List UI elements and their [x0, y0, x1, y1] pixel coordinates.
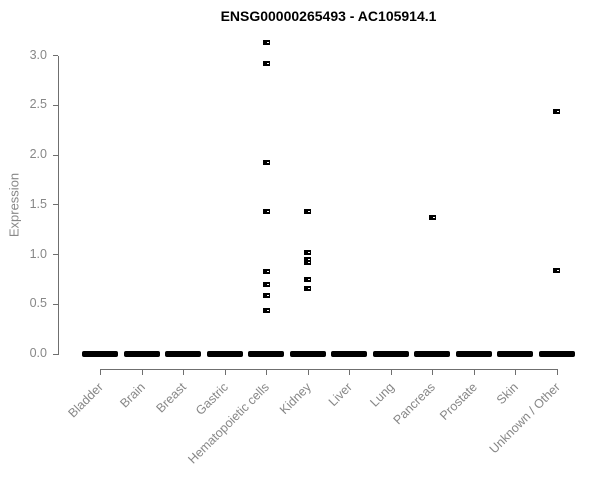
- x-axis-tick: [432, 369, 433, 375]
- x-axis-tick: [100, 369, 101, 375]
- zero-expression-dash: [206, 351, 243, 357]
- x-axis-tick: [473, 369, 475, 375]
- x-axis-tick: [224, 369, 226, 375]
- x-axis-tick: [266, 369, 267, 375]
- data-point: [262, 292, 270, 298]
- data-point: [553, 267, 560, 273]
- chart-title: ENSG00000265493 - AC105914.1: [220, 8, 437, 24]
- x-axis-tick: [515, 369, 516, 375]
- x-axis-tick: [141, 369, 143, 375]
- zero-expression-dash: [414, 351, 450, 357]
- x-axis-tick: [556, 369, 558, 375]
- y-axis-tick: [53, 204, 58, 206]
- y-tick-label: 1.5: [29, 196, 47, 211]
- y-tick-label: 0.5: [29, 296, 47, 311]
- data-point: [428, 215, 436, 221]
- y-axis-line: [58, 55, 59, 355]
- x-axis-tick: [307, 369, 309, 375]
- data-point: [262, 60, 270, 66]
- zero-expression-dash: [82, 351, 118, 357]
- zero-expression-dash: [455, 351, 492, 357]
- data-point: [304, 250, 311, 255]
- x-axis-line: [100, 369, 558, 370]
- zero-expression-dash: [165, 351, 201, 357]
- y-tick-label: 1.0: [29, 246, 47, 261]
- zero-expression-dash: [538, 351, 575, 357]
- zero-expression-dash: [123, 351, 160, 357]
- y-axis-tick: [53, 353, 58, 355]
- y-tick-label: 2.5: [29, 97, 47, 112]
- x-axis-tick: [390, 369, 392, 375]
- data-point: [553, 108, 560, 114]
- data-point: [304, 285, 311, 291]
- data-point: [304, 276, 311, 282]
- y-axis-tick: [53, 55, 58, 56]
- zero-expression-dash: [248, 351, 284, 357]
- y-axis-tick: [53, 154, 58, 156]
- data-point: [262, 281, 270, 287]
- y-axis-tick: [53, 104, 58, 106]
- data-point: [262, 209, 270, 215]
- data-point: [262, 40, 270, 46]
- y-tick-label: 0.0: [29, 346, 47, 360]
- data-point: [304, 259, 311, 265]
- zero-expression-dash: [331, 351, 367, 357]
- y-tick-label: 3.0: [29, 47, 47, 62]
- zero-expression-dash: [289, 351, 326, 357]
- y-axis-tick: [53, 303, 58, 305]
- y-tick-label: 2.0: [29, 147, 47, 161]
- data-point: [304, 256, 311, 262]
- data-point: [262, 307, 270, 313]
- x-axis-tick: [349, 369, 350, 375]
- x-axis-tick: [183, 369, 184, 375]
- y-axis-tick: [53, 254, 58, 255]
- data-point: [262, 268, 270, 274]
- zero-expression-dash: [372, 351, 409, 357]
- zero-expression-dash: [497, 351, 533, 357]
- data-point: [262, 160, 270, 166]
- data-point: [304, 209, 311, 215]
